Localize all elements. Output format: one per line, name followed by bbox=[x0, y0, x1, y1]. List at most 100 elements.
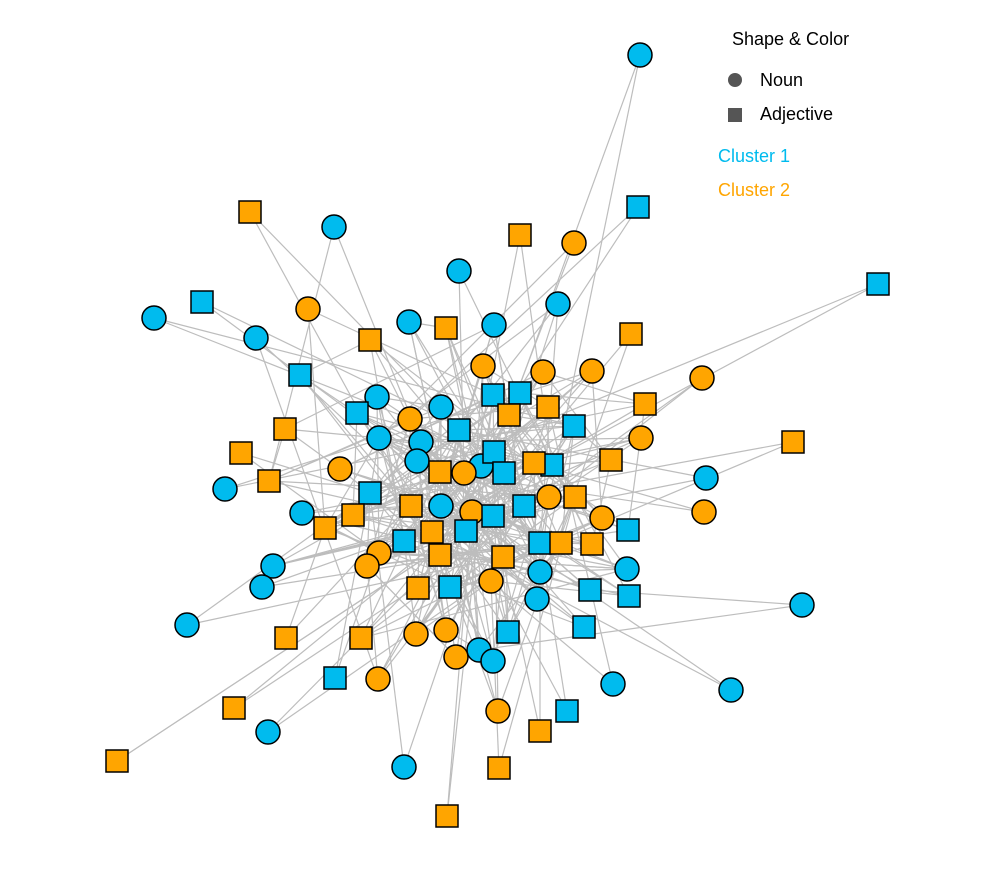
node bbox=[718, 677, 744, 703]
node bbox=[404, 448, 430, 474]
node bbox=[628, 425, 654, 451]
edge bbox=[352, 412, 358, 516]
node bbox=[222, 696, 246, 720]
node bbox=[572, 615, 596, 639]
edge bbox=[431, 531, 732, 691]
node bbox=[288, 363, 312, 387]
node bbox=[321, 214, 347, 240]
legend-label: Noun bbox=[760, 70, 803, 90]
node bbox=[626, 195, 650, 219]
node bbox=[174, 612, 200, 638]
node bbox=[789, 592, 815, 618]
node bbox=[481, 504, 505, 528]
node bbox=[274, 626, 298, 650]
node bbox=[397, 406, 423, 432]
node bbox=[497, 403, 521, 427]
node bbox=[354, 553, 380, 579]
node bbox=[691, 499, 717, 525]
edge bbox=[369, 492, 405, 768]
node bbox=[481, 312, 507, 338]
node bbox=[545, 291, 571, 317]
node bbox=[562, 414, 586, 438]
node bbox=[627, 42, 653, 68]
node bbox=[866, 272, 890, 296]
node bbox=[508, 223, 532, 247]
node bbox=[396, 309, 422, 335]
node bbox=[399, 494, 423, 518]
node bbox=[614, 556, 640, 582]
node bbox=[446, 258, 472, 284]
node bbox=[527, 559, 553, 585]
node bbox=[249, 574, 275, 600]
edge bbox=[591, 459, 612, 545]
node bbox=[451, 460, 477, 486]
edge bbox=[523, 377, 703, 507]
edge bbox=[458, 429, 707, 479]
node bbox=[549, 531, 573, 555]
node bbox=[524, 586, 550, 612]
node bbox=[482, 440, 506, 464]
edge bbox=[439, 542, 541, 556]
edge bbox=[519, 392, 646, 405]
node bbox=[289, 500, 315, 526]
node bbox=[487, 756, 511, 780]
edge bbox=[542, 371, 646, 405]
edge bbox=[284, 324, 495, 430]
node bbox=[403, 621, 429, 647]
legend-square bbox=[728, 108, 742, 122]
node bbox=[508, 381, 532, 405]
edge bbox=[458, 429, 541, 544]
edge bbox=[519, 392, 553, 466]
edge bbox=[449, 496, 576, 588]
edge bbox=[408, 321, 541, 573]
node bbox=[105, 749, 129, 773]
node bbox=[345, 401, 369, 425]
edge bbox=[409, 206, 639, 420]
node bbox=[358, 328, 382, 352]
node bbox=[478, 568, 504, 594]
node bbox=[260, 553, 286, 579]
node bbox=[341, 503, 365, 527]
node bbox=[391, 754, 417, 780]
node bbox=[433, 617, 459, 643]
node bbox=[579, 358, 605, 384]
edge bbox=[366, 565, 379, 680]
node bbox=[619, 322, 643, 346]
node bbox=[561, 230, 587, 256]
node bbox=[141, 305, 167, 331]
edge bbox=[240, 452, 371, 494]
node bbox=[273, 417, 297, 441]
node bbox=[229, 441, 253, 465]
edge bbox=[410, 505, 447, 631]
node bbox=[599, 448, 623, 472]
node bbox=[428, 460, 452, 484]
edge bbox=[307, 308, 494, 396]
edge bbox=[548, 377, 703, 498]
node bbox=[428, 394, 454, 420]
node bbox=[600, 671, 626, 697]
node bbox=[255, 719, 281, 745]
node bbox=[190, 290, 214, 314]
node bbox=[530, 359, 556, 385]
legend-cluster: Cluster 1 bbox=[718, 146, 790, 166]
node bbox=[555, 699, 579, 723]
node bbox=[522, 451, 546, 475]
node bbox=[428, 543, 452, 567]
node bbox=[366, 425, 392, 451]
legend: Shape & Color Noun Adjective Cluster 1 C… bbox=[718, 29, 849, 200]
node bbox=[434, 316, 458, 340]
node bbox=[480, 648, 506, 674]
node bbox=[616, 518, 640, 542]
node bbox=[512, 494, 536, 518]
node bbox=[578, 578, 602, 602]
edge bbox=[285, 527, 326, 639]
node bbox=[443, 644, 469, 670]
edge bbox=[378, 242, 575, 439]
edge bbox=[519, 234, 553, 466]
node bbox=[365, 666, 391, 692]
node bbox=[781, 430, 805, 454]
legend-label: Adjective bbox=[760, 104, 833, 124]
edge bbox=[415, 515, 494, 635]
node bbox=[580, 532, 604, 556]
